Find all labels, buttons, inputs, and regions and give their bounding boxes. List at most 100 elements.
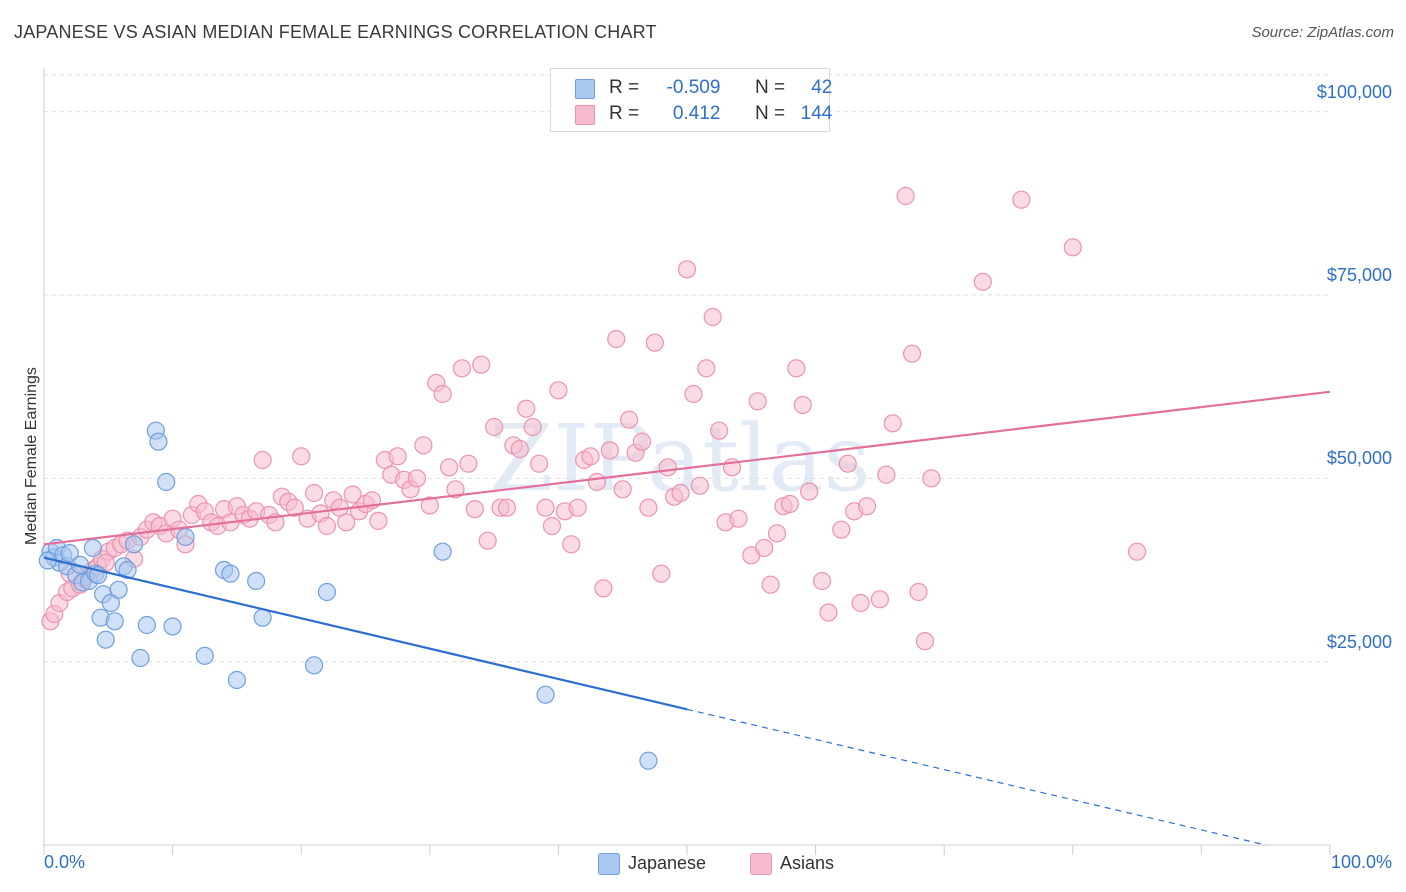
asians-point	[478, 531, 497, 550]
asians-point	[304, 483, 324, 503]
japanese-point	[195, 646, 214, 665]
asians-point	[690, 476, 709, 495]
asians-point	[896, 186, 915, 206]
asians-point	[877, 465, 896, 484]
japanese-trendline	[43, 556, 688, 711]
asians-point	[292, 447, 311, 466]
y-tick-label: $50,000	[1326, 448, 1392, 469]
asians-point	[909, 582, 928, 602]
asians-point	[857, 497, 877, 516]
asians-point	[922, 469, 941, 488]
japanese-point	[105, 612, 124, 631]
bottom-legend-swatch-japanese	[598, 853, 620, 875]
asians-point	[581, 447, 600, 466]
asians-point	[915, 632, 935, 651]
asians-point	[710, 421, 729, 440]
japanese-point	[247, 571, 266, 591]
japanese-point	[221, 564, 240, 583]
x-tick-label-max: 100.0%	[1330, 852, 1392, 872]
asians-point	[671, 483, 690, 503]
asians-point	[439, 458, 459, 477]
japanese-point	[536, 685, 555, 704]
asians-point	[1063, 238, 1082, 257]
asians-point	[485, 417, 504, 437]
axes	[43, 68, 1331, 855]
asians-point	[793, 395, 812, 415]
asians-point	[1012, 190, 1031, 209]
bottom-legend-label-asians: Asians	[780, 853, 835, 873]
asians-point	[549, 381, 568, 400]
japanese-point	[157, 472, 176, 492]
asians-point	[530, 454, 549, 473]
asians-point	[407, 469, 427, 488]
x-tick-label-min: 0.0%	[44, 852, 86, 872]
chart-source: Source: ZipAtlas.com	[1251, 24, 1394, 41]
asians-point	[452, 359, 472, 378]
asians-point	[253, 450, 272, 470]
asians-point	[973, 272, 992, 291]
asians-point	[542, 516, 562, 536]
asians-point	[600, 441, 619, 460]
asians-point	[523, 417, 542, 437]
asians-point	[851, 593, 870, 613]
asians-point	[337, 513, 356, 532]
japanese-point	[124, 535, 144, 554]
japanese-point	[83, 538, 102, 558]
asians-point	[285, 498, 304, 517]
asians-point	[800, 482, 819, 501]
bottom-legend-label-japanese: Japanese	[628, 853, 707, 873]
japanese-point	[149, 432, 168, 451]
asians-point	[658, 458, 677, 477]
japanese-point	[304, 656, 324, 675]
asians-point	[562, 535, 581, 554]
japanese-point	[60, 544, 79, 563]
japanese-point	[253, 608, 272, 627]
asians-point	[536, 498, 555, 517]
asians-point	[832, 520, 851, 539]
asians-point	[1127, 542, 1147, 561]
asians-point	[703, 307, 722, 327]
asians-point	[594, 579, 613, 598]
asians-point	[812, 571, 832, 591]
japanese-points	[38, 421, 658, 770]
japanese-point	[131, 648, 150, 668]
asians-point	[870, 590, 890, 609]
legend-swatch-japanese	[575, 79, 595, 99]
asians-point	[652, 564, 671, 583]
asians-point	[568, 498, 587, 517]
japanese-point	[639, 751, 658, 770]
asians-point	[510, 439, 529, 459]
japanese-point	[96, 630, 115, 649]
japanese-point	[163, 617, 182, 636]
legend-swatch-asians	[575, 105, 595, 125]
chart-title: JAPANESE VS ASIAN MEDIAN FEMALE EARNINGS…	[14, 22, 657, 42]
asians-point	[838, 454, 857, 473]
asians-point	[414, 436, 433, 455]
asians-point	[684, 384, 703, 404]
asians-point	[780, 494, 799, 514]
asians-point	[388, 447, 407, 466]
trendlines	[43, 390, 1331, 846]
asians-point	[517, 399, 536, 418]
asians-point	[613, 480, 632, 499]
asians-trendline	[43, 390, 1331, 546]
asians-point	[465, 500, 484, 519]
asians-point	[607, 329, 626, 349]
asians-point	[755, 538, 774, 558]
asians-point	[632, 432, 652, 451]
asians-point	[883, 414, 902, 433]
asians-point	[587, 472, 607, 492]
japanese-trendline-extension	[686, 708, 1266, 846]
asians-point	[420, 496, 439, 515]
asians-point	[787, 359, 806, 378]
japanese-point	[317, 582, 337, 602]
asians-point	[433, 384, 452, 404]
japanese-point	[227, 670, 246, 690]
asians-point	[369, 511, 388, 530]
japanese-point	[433, 542, 452, 561]
y-tick-label: $100,000	[1316, 81, 1392, 102]
y-tick-label: $75,000	[1326, 265, 1392, 285]
asians-point	[748, 392, 767, 411]
japanese-point	[176, 527, 195, 547]
